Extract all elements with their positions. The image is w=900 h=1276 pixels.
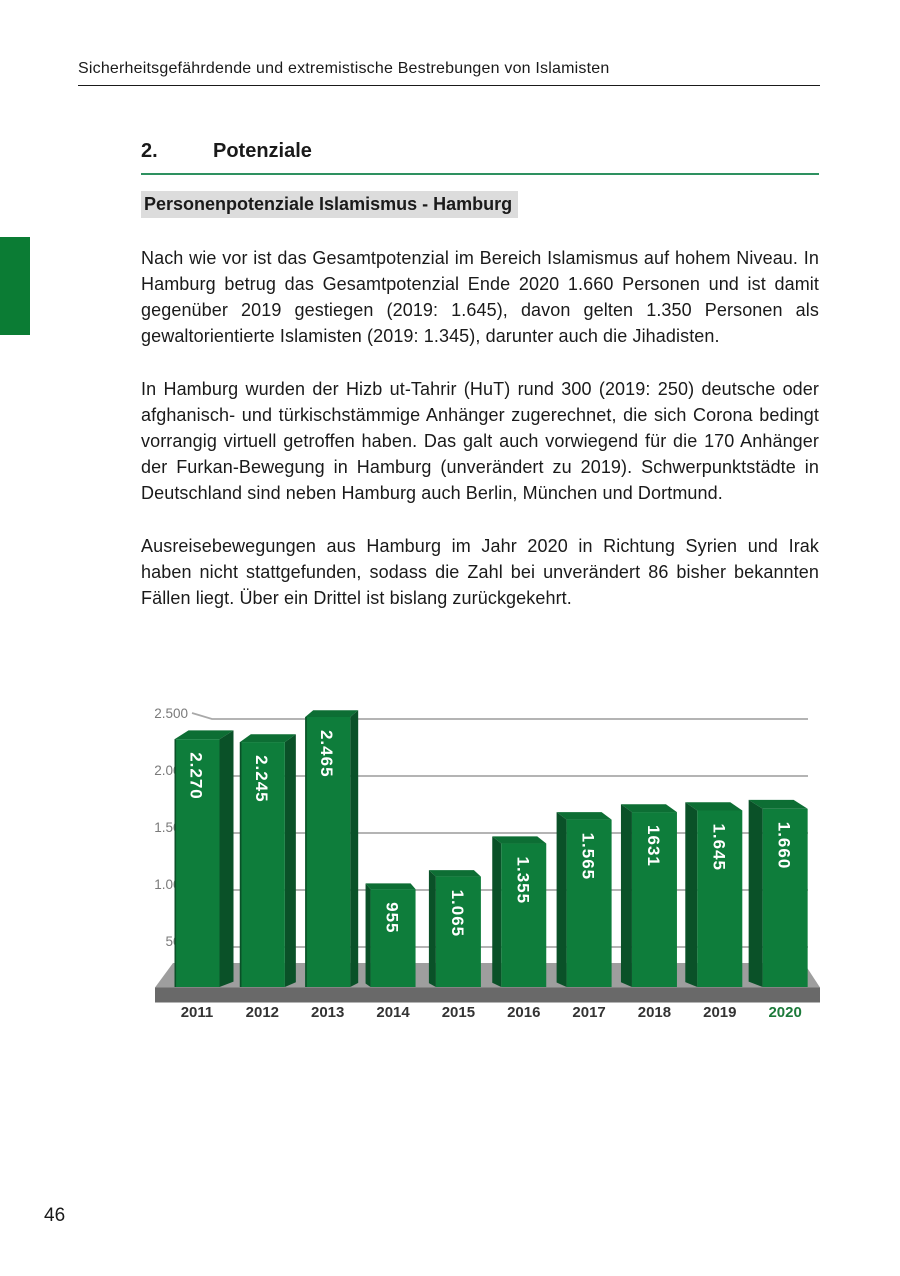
bar-value-2018: 1631: [644, 825, 663, 867]
section-number: 2.: [141, 140, 158, 162]
page-content: 2. Potenziale Personenpotenziale Islamis…: [141, 140, 819, 611]
bar-2018: [631, 812, 677, 987]
potenzial-bar-chart: 2.5002.0001.5001.0005002.27020112.245201…: [154, 706, 820, 1021]
bar-side-2018: [620, 804, 632, 987]
x-label-2015: 2015: [442, 1004, 475, 1021]
bar-value-2012: 2.245: [252, 755, 271, 803]
x-label-2014: 2014: [376, 1004, 410, 1021]
bar-top-2019: [685, 802, 743, 811]
x-label-2016: 2016: [507, 1004, 540, 1021]
running-header-title: Sicherheitsgefährdende und extremistisch…: [78, 60, 610, 77]
bar-side-2013: [350, 710, 359, 987]
x-label-2013: 2013: [311, 1004, 344, 1021]
bar-value-2014: 955: [383, 902, 402, 933]
bar-side-2014: [365, 883, 371, 987]
section-title: Potenziale: [213, 140, 312, 162]
bar-2015: [435, 876, 481, 987]
bar-side-2016: [492, 836, 502, 987]
chapter-side-tab: [0, 237, 30, 335]
bar-value-2016: 1.355: [513, 857, 532, 905]
bar-value-2015: 1.065: [448, 890, 467, 938]
page-number: 46: [44, 1205, 66, 1226]
bar-value-2017: 1.565: [579, 833, 598, 881]
bar-side-2015: [428, 870, 436, 987]
y-tick-label-2.500: 2.500: [154, 706, 188, 721]
paragraph-3: Ausreisebewegungen aus Hamburg im Jahr 2…: [141, 536, 819, 608]
bar-2011: [174, 739, 220, 987]
bar-top-2016: [492, 836, 547, 844]
x-label-2017: 2017: [572, 1004, 605, 1021]
x-label-2018: 2018: [638, 1004, 671, 1021]
section-heading: 2. Potenziale: [141, 140, 819, 175]
bar-2013: [305, 716, 351, 987]
bar-value-2013: 2.465: [317, 730, 336, 778]
bar-side-2019: [685, 802, 698, 987]
x-label-2012: 2012: [246, 1004, 279, 1021]
chart-floor-front: [155, 987, 820, 1003]
potenzial-chart-figure: 2.5002.0001.5001.0005002.27020112.245201…: [148, 695, 838, 1040]
subheading-highlight: Personenpotenziale Islamismus - Hamburg: [141, 191, 519, 218]
bar-top-2017: [556, 812, 612, 820]
running-header: Sicherheitsgefährdende und extremistisch…: [78, 60, 820, 86]
bar-side-2012: [284, 734, 296, 987]
bar-value-2019: 1.645: [709, 823, 728, 871]
bar-top-2020: [748, 799, 808, 809]
bar-side-2011: [219, 730, 234, 987]
bar-side-2017: [556, 812, 567, 987]
bar-2017: [566, 819, 612, 987]
x-label-2020: 2020: [768, 1004, 801, 1021]
gridline-2.500: [191, 712, 808, 720]
paragraph-1: Nach wie vor ist das Gesamtpotenzial im …: [141, 248, 819, 346]
bar-value-2020: 1.660: [775, 822, 794, 870]
bar-value-2011: 2.270: [187, 752, 206, 800]
bar-top-2011: [174, 730, 234, 740]
bar-2020: [762, 808, 808, 987]
bar-2012: [239, 742, 285, 987]
bar-top-2014: [365, 883, 416, 890]
x-label-2011: 2011: [181, 1004, 214, 1021]
x-label-2019: 2019: [703, 1004, 736, 1021]
bar-top-2015: [428, 870, 481, 877]
bar-top-2013: [305, 710, 359, 717]
bar-2019: [697, 810, 743, 987]
paragraph-2: In Hamburg wurden der Hizb ut-Tahrir (Hu…: [141, 379, 819, 503]
bar-top-2012: [239, 734, 296, 743]
bar-2014: [370, 889, 416, 987]
bar-2016: [501, 843, 547, 987]
bar-side-2020: [748, 799, 763, 987]
bar-top-2018: [620, 804, 677, 813]
